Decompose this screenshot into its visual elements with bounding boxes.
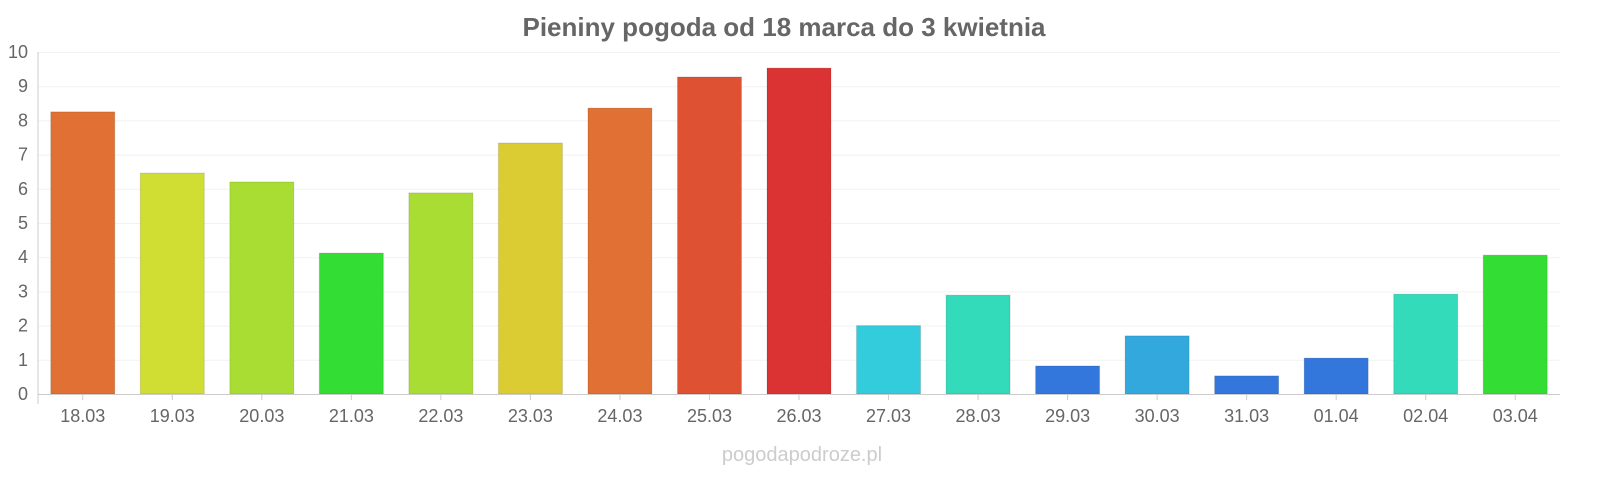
x-tick-label: 29.03	[1045, 406, 1090, 426]
bar-01.04	[1303, 357, 1369, 395]
y-tick-label: 10	[8, 42, 28, 62]
bar-29.03	[1035, 365, 1101, 395]
y-tick-label: 3	[18, 281, 28, 301]
x-tick-label: 22.03	[418, 406, 463, 426]
bar-28.03	[945, 294, 1011, 395]
bar-19.03	[139, 172, 205, 395]
y-tick-label: 1	[18, 350, 28, 370]
bar-27.03	[856, 325, 922, 395]
bar-20.03	[229, 181, 295, 395]
y-tick-label: 0	[18, 384, 28, 404]
x-tick-label: 30.03	[1135, 406, 1180, 426]
x-tick-label: 19.03	[150, 406, 195, 426]
bar-31.03	[1214, 375, 1280, 395]
y-tick-label: 6	[18, 179, 28, 199]
x-tick-label: 27.03	[866, 406, 911, 426]
bar-23.03	[497, 142, 563, 395]
x-tick-label: 28.03	[956, 406, 1001, 426]
y-tick-label: 8	[18, 110, 28, 130]
bar-03.04	[1482, 254, 1548, 395]
y-tick-label: 9	[18, 76, 28, 96]
bars	[50, 67, 1548, 395]
y-tick-label: 4	[18, 247, 28, 267]
bar-30.03	[1124, 335, 1190, 395]
x-tick-label: 24.03	[597, 406, 642, 426]
bar-25.03	[676, 76, 742, 395]
x-tick-label: 26.03	[776, 406, 821, 426]
x-tick-label: 01.04	[1314, 406, 1359, 426]
y-tick-label: 2	[18, 316, 28, 336]
y-axis: 0 1 2 3 4 5 6 7 8 9 10	[8, 42, 28, 404]
y-tick-label: 5	[18, 213, 28, 233]
x-tick-label: 23.03	[508, 406, 553, 426]
x-tick-label: 02.04	[1403, 406, 1448, 426]
bar-26.03	[766, 67, 832, 395]
x-tick-label: 03.04	[1493, 406, 1538, 426]
credit-text: pogodapodroze.pl	[722, 444, 882, 466]
bar-21.03	[318, 252, 384, 395]
bar-22.03	[408, 192, 474, 395]
bar-18.03	[50, 111, 116, 395]
x-tick-label: 18.03	[60, 406, 105, 426]
x-axis: 18.03 19.03 20.03 21.03 22.03 23.03 24.03 25.03…	[60, 394, 1538, 426]
bar-02.04	[1393, 293, 1459, 395]
y-tick-label: 7	[18, 145, 28, 165]
x-tick-label: 21.03	[329, 406, 374, 426]
chart-title: Pieniny pogoda od 18 marca do 3 kwietnia	[522, 12, 1046, 42]
x-tick-label: 25.03	[687, 406, 732, 426]
bar-24.03	[587, 107, 653, 395]
x-tick-label: 31.03	[1224, 406, 1269, 426]
x-tick-label: 20.03	[239, 406, 284, 426]
